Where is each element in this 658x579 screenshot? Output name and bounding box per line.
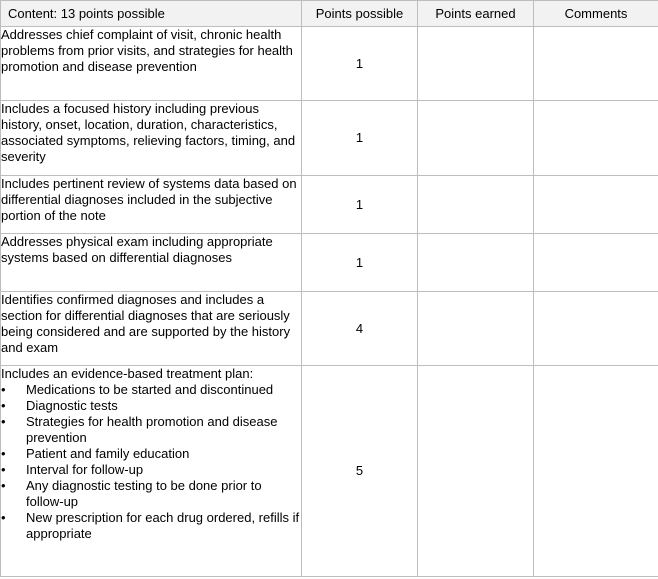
criterion-text: Identifies confirmed diagnoses and inclu… xyxy=(0,291,302,366)
points-earned-cell[interactable] xyxy=(417,175,534,234)
points-earned-cell[interactable] xyxy=(417,291,534,366)
header-row: Content: 13 points possible Points possi… xyxy=(0,0,658,27)
comments-cell[interactable] xyxy=(533,233,658,292)
table-row: Includes pertinent review of systems dat… xyxy=(0,175,658,234)
criterion-text: Includes a focused history including pre… xyxy=(0,100,302,176)
treatment-plan-list: Medications to be started and discontinu… xyxy=(1,382,301,542)
criterion-text: Addresses chief complaint of visit, chro… xyxy=(0,26,302,101)
list-item: Medications to be started and discontinu… xyxy=(1,382,301,398)
table-row: Identifies confirmed diagnoses and inclu… xyxy=(0,291,658,366)
comments-cell[interactable] xyxy=(533,365,658,577)
points-possible-cell: 1 xyxy=(301,100,418,176)
points-earned-cell[interactable] xyxy=(417,26,534,101)
criterion-text: Addresses physical exam including approp… xyxy=(0,233,302,292)
comments-cell[interactable] xyxy=(533,26,658,101)
table-row: Addresses physical exam including approp… xyxy=(0,233,658,292)
points-earned-cell[interactable] xyxy=(417,233,534,292)
header-points-earned: Points earned xyxy=(417,0,534,27)
points-possible-cell: 1 xyxy=(301,26,418,101)
header-content: Content: 13 points possible xyxy=(0,0,302,27)
table-row: Includes a focused history including pre… xyxy=(0,100,658,176)
table-row: Addresses chief complaint of visit, chro… xyxy=(0,26,658,101)
comments-cell[interactable] xyxy=(533,175,658,234)
list-item: Patient and family education xyxy=(1,446,301,462)
table-row: Includes an evidence-based treatment pla… xyxy=(0,365,658,577)
points-possible-cell: 5 xyxy=(301,365,418,577)
points-earned-cell[interactable] xyxy=(417,365,534,577)
header-comments: Comments xyxy=(533,0,658,27)
criterion-text: Includes pertinent review of systems dat… xyxy=(0,175,302,234)
criterion-cell: Includes an evidence-based treatment pla… xyxy=(0,365,302,577)
points-possible-cell: 1 xyxy=(301,175,418,234)
list-item: Any diagnostic testing to be done prior … xyxy=(1,478,301,510)
header-points-possible: Points possible xyxy=(301,0,418,27)
points-possible-cell: 1 xyxy=(301,233,418,292)
list-item: Diagnostic tests xyxy=(1,398,301,414)
points-earned-cell[interactable] xyxy=(417,100,534,176)
points-possible-cell: 4 xyxy=(301,291,418,366)
comments-cell[interactable] xyxy=(533,291,658,366)
list-item: New prescription for each drug ordered, … xyxy=(1,510,301,542)
list-item: Interval for follow-up xyxy=(1,462,301,478)
comments-cell[interactable] xyxy=(533,100,658,176)
criterion-text: Includes an evidence-based treatment pla… xyxy=(1,366,254,381)
list-item: Strategies for health promotion and dise… xyxy=(1,414,301,446)
